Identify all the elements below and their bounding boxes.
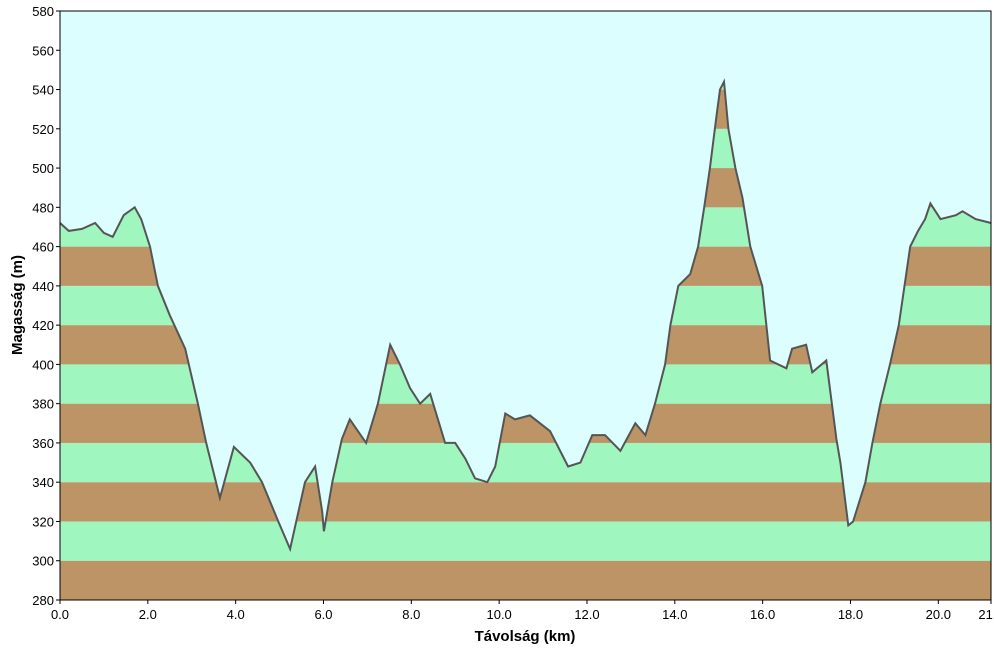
y-tick-label: 440 [32, 279, 54, 294]
x-tick-label: 18.0 [838, 607, 863, 622]
x-tick-label: 16.0 [750, 607, 775, 622]
x-tick-label: 14.0 [662, 607, 687, 622]
x-tick-label: 20.0 [926, 607, 951, 622]
x-tick-label: 4.0 [227, 607, 245, 622]
y-tick-label: 380 [32, 397, 54, 412]
plot-frame [59, 10, 992, 601]
y-tick-label: 360 [32, 436, 54, 451]
band [60, 482, 991, 522]
x-tick-label: 6.0 [314, 607, 332, 622]
x-tick-label: 10.0 [486, 607, 511, 622]
y-axis-label: Magasság (m) [9, 255, 26, 355]
y-tick-label: 400 [32, 357, 54, 372]
x-axis-label: Távolság (km) [475, 628, 576, 645]
y-tick-label: 540 [32, 83, 54, 98]
line [59, 78, 992, 553]
y-tick-label: 560 [32, 43, 54, 58]
x-tick-label: 21.2 [978, 607, 994, 622]
y-tick-label: 520 [32, 122, 54, 137]
band [60, 521, 991, 561]
y-tick-label: 420 [32, 318, 54, 333]
x-tick-label: 12.0 [574, 607, 599, 622]
band [60, 560, 991, 600]
y-tick-label: 320 [32, 514, 54, 529]
y-tick-label: 280 [32, 593, 54, 608]
y-tick-label: 340 [32, 475, 54, 490]
y-tick-label: 460 [32, 240, 54, 255]
x-tick-label: 2.0 [139, 607, 157, 622]
y-tick-label: 480 [32, 200, 54, 215]
y-tick-label: 580 [32, 4, 54, 19]
y-tick-label: 300 [32, 554, 54, 569]
x-tick-label: 8.0 [402, 607, 420, 622]
y-tick-label: 500 [32, 161, 54, 176]
x-tick-label: 0.0 [51, 607, 69, 622]
